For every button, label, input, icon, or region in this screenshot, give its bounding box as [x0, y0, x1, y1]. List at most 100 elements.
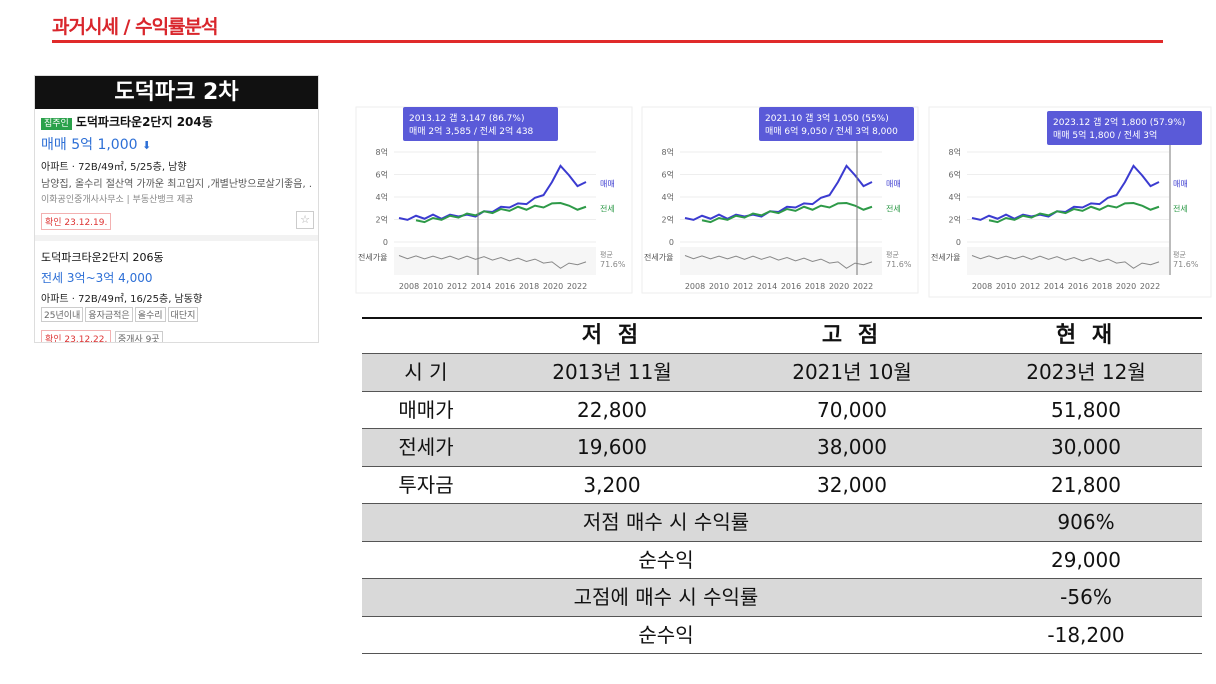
y-tick-label: 2억	[949, 215, 961, 225]
jeonse-line	[988, 201, 1160, 224]
tooltip-line: 2021.10 갭 3억 1,050 (55%)	[765, 112, 889, 124]
y-tick-label: 2억	[662, 215, 674, 225]
table-cell: 전세가	[398, 435, 454, 459]
y-tick-label: 8억	[376, 147, 388, 157]
x-tick-label: 2008	[399, 282, 419, 291]
x-tick-label: 2012	[1020, 282, 1040, 291]
listing-panel: 도덕파크 2차 집주인 도덕파크타운2단지 204동 매매 5억 1,000 ⬇ …	[34, 75, 319, 343]
badge: 집주인	[41, 118, 72, 130]
x-tick-label: 2022	[853, 282, 873, 291]
x-tick-label: 2016	[495, 282, 515, 291]
star-button[interactable]: ☆	[296, 211, 314, 229]
x-tick-label: 2008	[685, 282, 705, 291]
tooltip-line: 매매 2억 3,585 / 전세 2억 438	[409, 125, 534, 137]
summary-value: -18,200	[1047, 622, 1125, 647]
item-agent: 이화공인중개사사무소 | 부동산뱅크 제공	[41, 195, 194, 205]
title-rule	[52, 40, 1163, 43]
avg-value: 71.6%	[886, 260, 912, 269]
ratio-panel	[394, 247, 596, 275]
ratio-panel	[680, 247, 882, 275]
tooltip	[403, 107, 558, 141]
ratio-panel	[967, 247, 1169, 275]
listing-title: 도덕파크 2차	[35, 76, 318, 109]
x-tick-label: 2014	[1044, 282, 1064, 291]
avg-value: 71.6%	[600, 260, 626, 269]
legend-jeonse: 전세	[600, 203, 615, 213]
x-tick-label: 2018	[1092, 282, 1112, 291]
confirm-date: 확인 23.12.22.	[41, 330, 112, 342]
x-tick-label: 2016	[1068, 282, 1088, 291]
tooltip-line: 2013.12 갭 3,147 (86.7%)	[409, 112, 524, 124]
ratio-line	[684, 255, 873, 269]
table-cell: 32,000	[817, 472, 887, 497]
item-info: 아파트 · 72B/49㎡, 5/25층, 남향	[41, 162, 187, 173]
x-tick-label: 2010	[996, 282, 1016, 291]
tag: 25년이내	[41, 307, 84, 322]
ratio-label: 전세가율	[358, 252, 387, 262]
x-tick-label: 2016	[781, 282, 801, 291]
x-tick-label: 2018	[519, 282, 539, 291]
listing-item: 도덕파크타운2단지 206동 전세 3억~3억 4,000 아파트 · 72B/…	[35, 241, 318, 342]
x-tick-label: 2008	[972, 282, 992, 291]
slide-title: 과거시세 / 수익률분석	[52, 16, 218, 38]
x-tick-label: 2020	[543, 282, 563, 291]
tooltip	[1047, 111, 1202, 145]
y-tick-label: 4억	[376, 192, 388, 202]
summary-label: 순수익	[638, 547, 694, 572]
table-cell: 70,000	[817, 397, 887, 422]
item-name: 도덕파크타운2단지 206동	[41, 251, 164, 264]
item-tags: 25년이내 융자금적은 올수리 대단지	[41, 307, 312, 322]
header-cell	[362, 319, 490, 353]
table-cell: 51,800	[1051, 397, 1121, 422]
y-tick-label: 6억	[376, 170, 388, 180]
y-tick-label: 4억	[949, 192, 961, 202]
sale-line	[971, 164, 1160, 221]
x-tick-label: 2010	[709, 282, 729, 291]
table-cell: 21,800	[1051, 472, 1121, 497]
x-tick-label: 2020	[1116, 282, 1136, 291]
table-cell: 3,200	[583, 472, 641, 497]
table-cell: 30,000	[1051, 435, 1121, 459]
summary-value: 29,000	[1051, 547, 1121, 572]
table-row: 전세가 19,600 38,000 30,000	[362, 429, 1202, 467]
tooltip-line: 2023.12 갭 2억 1,800 (57.9%)	[1053, 116, 1185, 128]
legend-sale: 매매	[1173, 180, 1188, 189]
y-tick-label: 8억	[949, 147, 961, 157]
header-cell: 저 점	[581, 323, 643, 348]
x-tick-label: 2014	[757, 282, 777, 291]
ratio-label: 전세가율	[644, 252, 673, 262]
summary-row: 저점 매수 시 수익률 906%	[362, 504, 1202, 542]
avg-label: 평균	[600, 250, 613, 259]
table-cell: 시 기	[404, 360, 448, 384]
agents-button[interactable]: 중개사 9곳	[114, 331, 163, 342]
summary-row: 순수익 -18,200	[362, 617, 1202, 654]
table-row: 투자금 3,200 32,000 21,800	[362, 467, 1202, 504]
legend-jeonse: 전세	[886, 203, 901, 213]
summary-label: 저점 매수 시 수익률	[582, 510, 750, 534]
table-row: 시 기 2013년 11월 2021년 10월 2023년 12월	[362, 354, 1202, 392]
x-tick-label: 2022	[567, 282, 587, 291]
x-tick-label: 2012	[447, 282, 467, 291]
listing-item: 집주인 도덕파크타운2단지 204동 매매 5억 1,000 ⬇ 아파트 · 72…	[35, 109, 318, 241]
x-tick-label: 2022	[1140, 282, 1160, 291]
tag: 올수리	[134, 307, 166, 322]
x-tick-label: 2012	[733, 282, 753, 291]
table-cell: 2023년 12월	[1026, 360, 1146, 384]
y-tick-label: 6억	[949, 170, 961, 180]
header-cell: 현 재	[1055, 323, 1117, 348]
item-info: 아파트 · 72B/49㎡, 16/25층, 남동향	[41, 294, 203, 305]
avg-label: 평균	[886, 250, 899, 259]
ratio-line	[971, 255, 1160, 269]
avg-value: 71.6%	[1173, 260, 1199, 269]
item-price: 전세 3억~3억 4,000	[41, 271, 153, 285]
ratio-line	[398, 255, 587, 269]
summary-row: 순수익 29,000	[362, 542, 1202, 579]
table-row: 매매가 22,800 70,000 51,800	[362, 392, 1202, 429]
item-price: 매매 5억 1,000 ⬇	[41, 137, 152, 153]
